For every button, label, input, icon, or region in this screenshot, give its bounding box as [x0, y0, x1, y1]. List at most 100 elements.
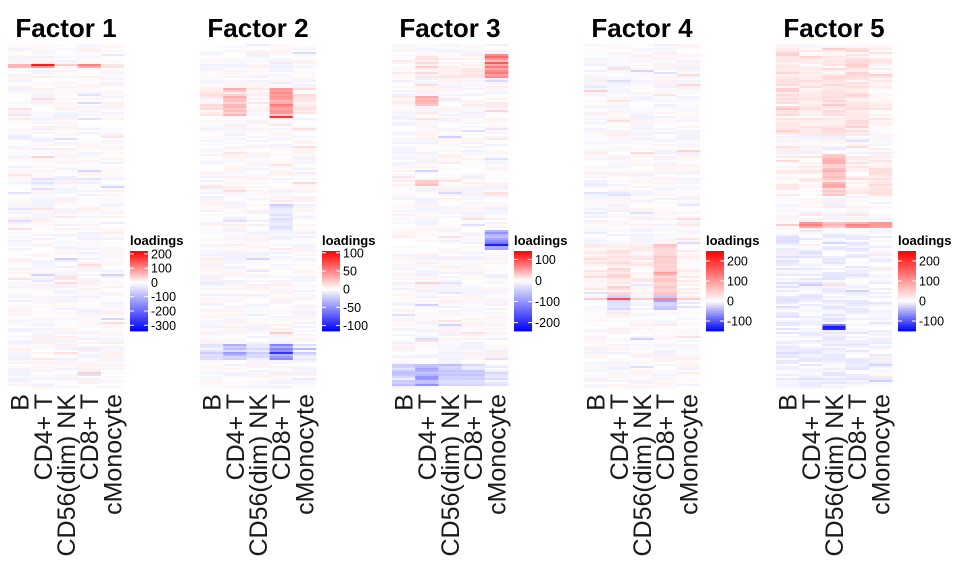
heatmap-cell: [438, 314, 462, 317]
heatmap-cell: [438, 206, 462, 209]
heatmap-cell: [484, 142, 509, 145]
heatmap-cell: [8, 64, 32, 67]
heatmap-cell: [776, 148, 800, 151]
heatmap-cell: [292, 170, 317, 173]
heatmap-cell: [799, 218, 823, 221]
heatmap-cell: [461, 132, 486, 135]
heatmap-cell: [461, 290, 486, 293]
heatmap-cell: [269, 150, 294, 153]
heatmap-cell: [100, 380, 125, 383]
heatmap-cell: [100, 344, 125, 347]
heatmap-cell: [776, 330, 800, 333]
heatmap-cell: [269, 182, 294, 185]
heatmap-cell: [54, 250, 78, 253]
heatmap-cell: [31, 364, 55, 367]
heatmap-cell: [584, 338, 608, 341]
heatmap-cell: [200, 242, 224, 245]
heatmap-cell: [868, 44, 893, 47]
heatmap-cell: [223, 124, 247, 127]
heatmap-cell: [776, 344, 800, 347]
heatmap-cell: [776, 346, 800, 349]
heatmap-cell: [31, 292, 55, 295]
heatmap-cell: [223, 60, 247, 63]
heatmap-cell: [776, 152, 800, 155]
heatmap-cell: [607, 222, 631, 225]
heatmap-cell: [77, 274, 102, 277]
heatmap-cell: [31, 296, 55, 299]
legend-title: loadings: [514, 233, 567, 248]
heatmap-cell: [246, 292, 270, 295]
heatmap-cell: [845, 86, 870, 89]
heatmap-cell: [484, 374, 509, 377]
heatmap-cell: [630, 384, 654, 387]
heatmap-cell: [607, 376, 631, 379]
legend-color-step: [514, 315, 532, 318]
heatmap-cell: [461, 378, 486, 381]
heatmap-cell: [292, 296, 317, 299]
heatmap-cell: [461, 70, 486, 73]
legend-color-step: [322, 301, 340, 304]
heatmap-cell: [8, 172, 32, 175]
heatmap-cell: [676, 58, 701, 61]
heatmap-cell: [630, 160, 654, 163]
heatmap-cell: [676, 142, 701, 145]
heatmap-cell: [584, 126, 608, 129]
heatmap-cell: [200, 150, 224, 153]
heatmap-cell: [200, 152, 224, 155]
heatmap-cell: [484, 306, 509, 309]
heatmap-cell: [392, 186, 416, 189]
heatmap-cell: [100, 206, 125, 209]
heatmap-cell: [799, 362, 823, 365]
heatmap-cell: [845, 116, 870, 119]
heatmap-cell: [484, 218, 509, 221]
heatmap-cell: [200, 374, 224, 377]
heatmap-cell: [776, 160, 800, 163]
heatmap-cell: [822, 122, 846, 125]
heatmap-cell: [415, 130, 439, 133]
heatmap-cell: [676, 286, 701, 289]
heatmap-cell: [392, 276, 416, 279]
heatmap-cell: [438, 186, 462, 189]
heatmap-cell: [269, 196, 294, 199]
heatmap-cell: [461, 218, 486, 221]
heatmap-cell: [584, 90, 608, 93]
heatmap-cell: [868, 52, 893, 55]
heatmap-cell: [868, 204, 893, 207]
heatmap-cell: [676, 234, 701, 237]
heatmap-cell: [100, 270, 125, 273]
heatmap-cell: [653, 210, 678, 213]
heatmap-cell: [8, 208, 32, 211]
heatmap-cell: [54, 226, 78, 229]
heatmap-cell: [868, 190, 893, 193]
heatmap-cell: [653, 206, 678, 209]
heatmap-cell: [31, 246, 55, 249]
heatmap-cell: [100, 168, 125, 171]
heatmap-cell: [461, 82, 486, 85]
heatmap-cell: [54, 146, 78, 149]
heatmap-cell: [484, 360, 509, 363]
heatmap-cell: [415, 220, 439, 223]
heatmap-cell: [822, 326, 846, 329]
heatmap-cell: [415, 276, 439, 279]
heatmap-cell: [100, 58, 125, 61]
heatmap-cell: [77, 248, 102, 251]
heatmap-cell: [392, 110, 416, 113]
heatmap-cell: [200, 160, 224, 163]
heatmap-cell: [100, 290, 125, 293]
heatmap-cell: [438, 126, 462, 129]
x-tick-label: CD4+ T: [798, 394, 826, 480]
heatmap-cell: [653, 238, 678, 241]
heatmap-cell: [415, 88, 439, 91]
heatmap-cell: [269, 238, 294, 241]
heatmap-cell: [415, 244, 439, 247]
heatmap-cell: [630, 218, 654, 221]
legend-color-step: [130, 259, 148, 262]
heatmap-cell: [31, 134, 55, 137]
heatmap-cell: [31, 114, 55, 117]
heatmap-cell: [392, 384, 416, 387]
heatmap-cell: [223, 316, 247, 319]
heatmap-cell: [438, 104, 462, 107]
heatmap-cell: [392, 218, 416, 221]
heatmap-cell: [415, 142, 439, 145]
heatmap-cell: [799, 274, 823, 277]
